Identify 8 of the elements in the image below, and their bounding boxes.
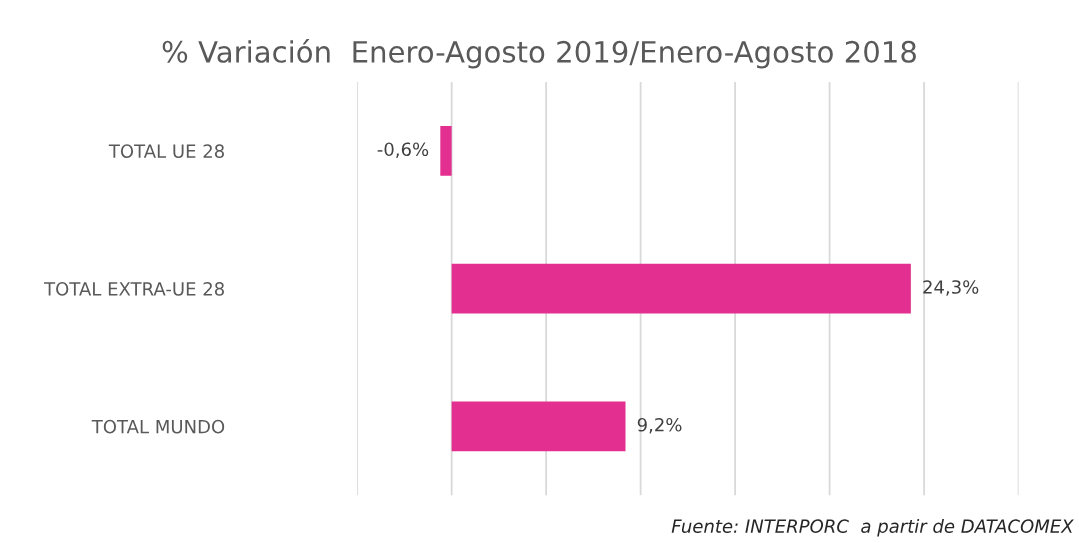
y-tick-label: TOTAL EXTRA-UE 28 xyxy=(44,282,224,296)
y-tick-label: TOTAL MUNDO xyxy=(91,419,225,434)
source-note: Fuente: INTERPORC a partir de DATACOMEX xyxy=(671,519,1074,537)
data-label: 9,2% xyxy=(637,417,682,434)
data-label: -0,6% xyxy=(377,142,429,158)
chart-title: % Variación Enero-Agosto 2019/Enero-Agosto 2018 xyxy=(162,39,916,69)
data-label: 24,3% xyxy=(923,280,979,296)
y-tick-label: TOTAL UE 28 xyxy=(108,144,224,158)
